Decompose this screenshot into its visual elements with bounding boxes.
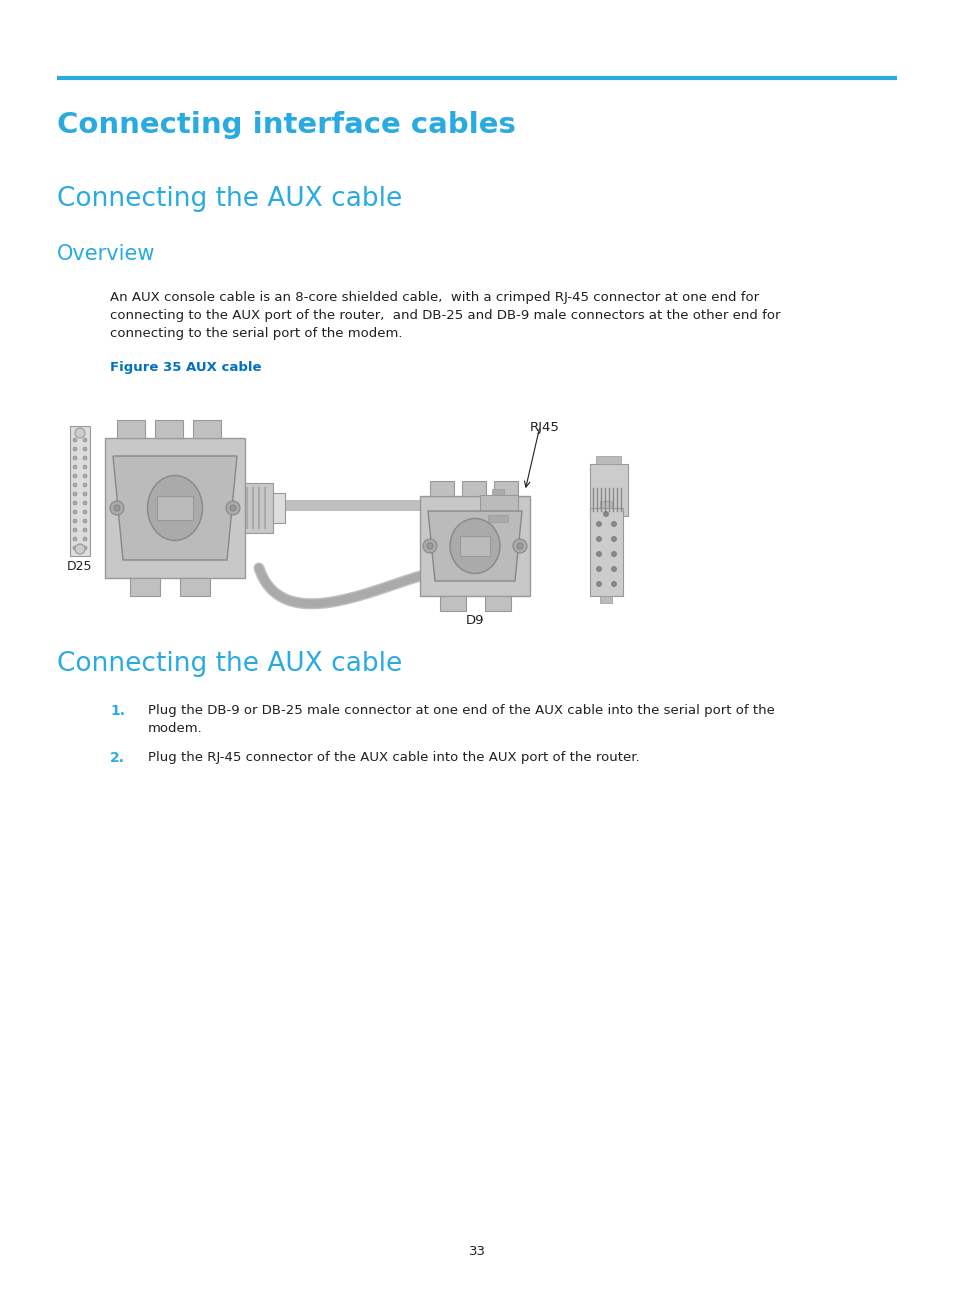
Circle shape: [83, 546, 87, 550]
Bar: [245, 483, 273, 533]
Text: 2.: 2.: [110, 750, 125, 765]
Circle shape: [427, 543, 433, 550]
Bar: [484, 596, 511, 610]
Circle shape: [73, 483, 77, 487]
Circle shape: [596, 537, 601, 542]
Bar: [430, 481, 454, 496]
Circle shape: [73, 527, 77, 531]
Circle shape: [83, 483, 87, 487]
Text: modem.: modem.: [148, 722, 203, 735]
Bar: [157, 496, 193, 520]
Circle shape: [73, 537, 77, 540]
Circle shape: [83, 492, 87, 496]
Text: Figure 35 AUX cable: Figure 35 AUX cable: [110, 362, 261, 375]
Circle shape: [73, 474, 77, 478]
Text: D9: D9: [465, 614, 484, 627]
Circle shape: [611, 566, 616, 572]
Circle shape: [517, 543, 522, 550]
Bar: [180, 578, 210, 596]
Bar: [461, 481, 485, 496]
Circle shape: [83, 502, 87, 505]
Bar: [154, 420, 183, 438]
Bar: [117, 420, 145, 438]
Circle shape: [83, 456, 87, 460]
Polygon shape: [428, 511, 521, 581]
Circle shape: [596, 566, 601, 572]
Bar: [589, 464, 627, 516]
Circle shape: [73, 465, 77, 469]
Text: Connecting the AUX cable: Connecting the AUX cable: [57, 187, 402, 213]
Circle shape: [73, 518, 77, 524]
Bar: [105, 438, 245, 578]
Circle shape: [73, 456, 77, 460]
Circle shape: [611, 582, 616, 587]
Text: connecting to the AUX port of the router,  and DB-25 and DB-9 male connectors at: connecting to the AUX port of the router…: [110, 308, 780, 321]
Circle shape: [83, 447, 87, 451]
Circle shape: [611, 552, 616, 556]
Circle shape: [83, 438, 87, 442]
Circle shape: [230, 505, 235, 511]
Text: Plug the RJ-45 connector of the AUX cable into the AUX port of the router.: Plug the RJ-45 connector of the AUX cabl…: [148, 750, 639, 765]
Bar: [459, 537, 490, 556]
Circle shape: [73, 511, 77, 515]
Circle shape: [73, 546, 77, 550]
Circle shape: [596, 521, 601, 526]
Bar: [193, 420, 221, 438]
Bar: [479, 495, 517, 515]
Circle shape: [422, 539, 436, 553]
Circle shape: [75, 544, 85, 553]
Text: Connecting interface cables: Connecting interface cables: [57, 111, 516, 139]
Bar: [130, 578, 160, 596]
Circle shape: [83, 518, 87, 524]
Ellipse shape: [148, 476, 202, 540]
Circle shape: [611, 521, 616, 526]
Circle shape: [83, 474, 87, 478]
Bar: [599, 596, 612, 603]
Text: Connecting the AUX cable: Connecting the AUX cable: [57, 651, 402, 677]
Polygon shape: [112, 456, 236, 560]
Bar: [419, 496, 530, 596]
Circle shape: [596, 552, 601, 556]
Bar: [589, 508, 622, 596]
Circle shape: [73, 447, 77, 451]
Circle shape: [73, 438, 77, 442]
Circle shape: [73, 502, 77, 505]
Circle shape: [603, 512, 608, 517]
Circle shape: [596, 582, 601, 587]
Text: 1.: 1.: [110, 704, 125, 718]
Bar: [70, 426, 90, 556]
Circle shape: [226, 502, 240, 515]
Circle shape: [110, 502, 124, 515]
Text: connecting to the serial port of the modem.: connecting to the serial port of the mod…: [110, 327, 402, 340]
Circle shape: [75, 428, 85, 438]
Text: An AUX console cable is an 8-core shielded cable,  with a crimped RJ-45 connecto: An AUX console cable is an 8-core shield…: [110, 292, 759, 305]
Circle shape: [513, 539, 526, 553]
Ellipse shape: [450, 518, 499, 574]
Bar: [494, 481, 517, 496]
Bar: [439, 596, 465, 610]
Text: Overview: Overview: [57, 244, 155, 264]
Text: RJ45: RJ45: [530, 421, 559, 434]
Text: D25: D25: [67, 560, 92, 573]
Circle shape: [83, 511, 87, 515]
Circle shape: [83, 465, 87, 469]
Bar: [273, 492, 285, 524]
Circle shape: [73, 492, 77, 496]
Bar: [285, 500, 479, 511]
Text: Plug the DB-9 or DB-25 male connector at one end of the AUX cable into the seria: Plug the DB-9 or DB-25 male connector at…: [148, 704, 774, 717]
Circle shape: [113, 505, 120, 511]
Text: 33: 33: [468, 1245, 485, 1258]
Circle shape: [83, 537, 87, 540]
Bar: [599, 502, 612, 508]
Circle shape: [83, 527, 87, 531]
Bar: [596, 456, 620, 464]
Bar: [488, 515, 507, 522]
Circle shape: [611, 537, 616, 542]
Bar: [492, 489, 503, 495]
